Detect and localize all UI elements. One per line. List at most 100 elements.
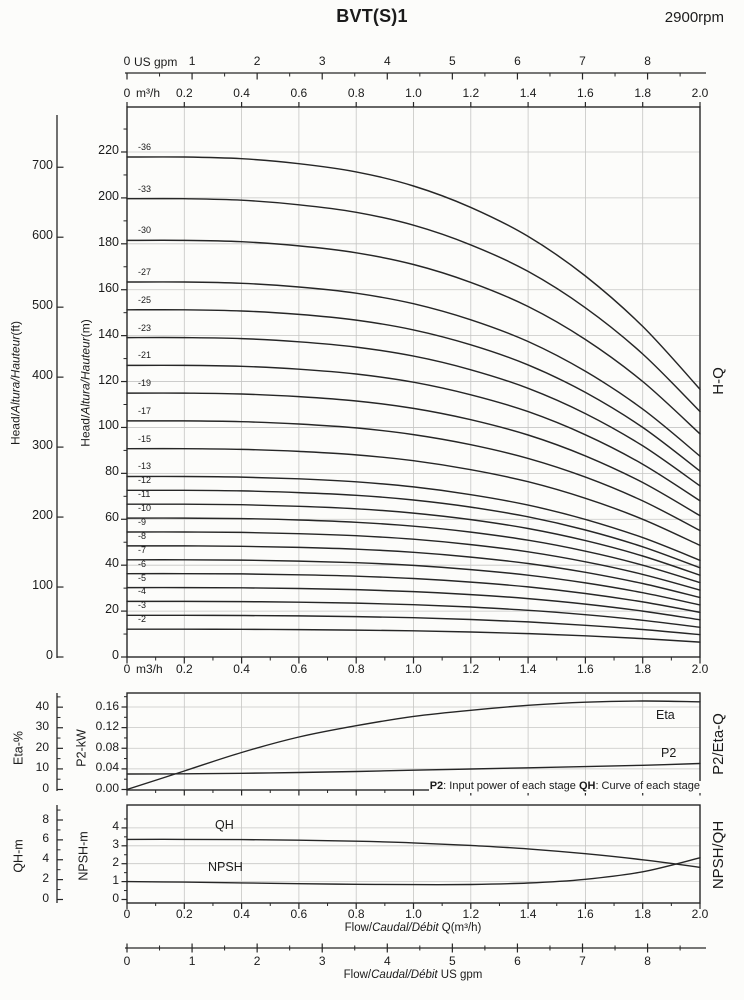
- p2-curve-label: P2: [661, 746, 677, 760]
- gpm-bottom-tick-label: 2: [253, 954, 261, 968]
- gpm-bottom-tick-label: 7: [579, 954, 586, 968]
- stage-label-9: -9: [138, 517, 147, 527]
- m-tick-label: 60: [105, 510, 119, 525]
- eta-axis-label: Eta-%: [11, 730, 26, 766]
- m3h-main-tick-label: 1.8: [634, 662, 652, 676]
- hq-curve-stage-7: [126, 559, 701, 606]
- m3h-top-tick-label: 1.2: [462, 86, 480, 100]
- m3h-bottom-tick-label: 2.0: [691, 907, 709, 921]
- p2-tick-label: 0.04: [95, 760, 119, 775]
- stage-label-33: -33: [138, 183, 152, 194]
- gpm-bottom-tick-label: 4: [383, 954, 391, 968]
- m3h-bottom-tick-label: 1.8: [634, 907, 652, 921]
- npsh-tick-label: 1: [112, 873, 119, 888]
- eta-curve: [126, 700, 701, 791]
- stage-label-11: -11: [138, 489, 151, 500]
- qh-tick-label: 0: [42, 891, 49, 905]
- gpm-top-tick-label: 4: [383, 54, 391, 68]
- qh-curve: [126, 838, 701, 868]
- hq-curve-stage-8: [126, 545, 701, 599]
- m3h-main-tick-label: 0.6: [290, 662, 308, 676]
- stage-label-8: -8: [138, 530, 147, 541]
- npsh-curve-label: NPSH: [208, 860, 243, 874]
- hq-curve-stage-21: [126, 364, 701, 502]
- m3h-main-tick-label: 2.0: [691, 662, 709, 676]
- flow-gpm-axis-label: Flow/Caudal/Débit US gpm: [343, 969, 483, 981]
- us-gpm-unit-label: US gpm: [134, 55, 178, 69]
- m3h-bottom-tick-label: 0.2: [175, 907, 193, 921]
- m3h-bottom-unit-label: m3/h: [136, 662, 163, 676]
- ft-tick-label: 500: [32, 298, 53, 313]
- stage-label-25: -25: [138, 294, 152, 305]
- qh-axis-label: QH-m: [11, 839, 26, 873]
- gpm-top-tick-label: 3: [318, 54, 326, 68]
- stage-label-7: -7: [138, 544, 147, 555]
- ft-tick-label: 700: [32, 158, 53, 173]
- hq-section-label: H-Q: [709, 367, 727, 395]
- m-tick-label: 0: [112, 648, 119, 662]
- qh-tick-label: 6: [42, 831, 49, 846]
- m3h-top-tick-label: 0.6: [290, 86, 308, 100]
- gpm-top-tick-label: 7: [579, 54, 586, 68]
- hq-curve-stage-4: [126, 600, 701, 629]
- stage-label-15: -15: [138, 433, 152, 444]
- m3h-top-tick-label: 0.4: [233, 86, 250, 100]
- eta-tick-label: 10: [35, 760, 49, 775]
- p2-tick-label: 0.08: [95, 739, 119, 754]
- hq-curve-stage-23: [126, 336, 701, 487]
- m3h-top-tick-label: 0.8: [347, 86, 365, 100]
- eta-tick-label: 20: [35, 739, 49, 754]
- stage-label-30: -30: [138, 225, 152, 236]
- stage-label-17: -17: [138, 405, 152, 416]
- hq-curve-stage-5: [126, 586, 701, 621]
- stage-label-13: -13: [138, 461, 152, 472]
- stage-label-23: -23: [138, 322, 152, 333]
- gpm-bottom-tick-label: 8: [644, 954, 651, 968]
- gpm-top-tick-label: 1: [188, 54, 196, 68]
- m3h-main-tick-label: 1.0: [405, 662, 422, 676]
- stage-label-5: -5: [138, 572, 147, 583]
- p2-tick-label: 0.12: [95, 719, 119, 734]
- m3h-top-tick-label: 1.6: [577, 86, 594, 100]
- gpm-top-tick-label: 5: [449, 54, 456, 68]
- ft-tick-label: 100: [32, 578, 53, 593]
- hq-curve-stage-33: [126, 197, 701, 413]
- m3h-top-tick-label: 1.4: [519, 86, 537, 100]
- m3h-bottom-tick-label: 0.4: [233, 907, 250, 921]
- m-tick-label: 140: [98, 326, 119, 341]
- gpm-top-tick-label: 0: [123, 54, 131, 68]
- p2-curve: [126, 762, 701, 775]
- head-ft-axis-label: Head/Altura/Hauteur(ft): [8, 320, 23, 446]
- eta-tick-label: 30: [35, 719, 49, 734]
- npsh-tick-label: 0: [112, 891, 119, 905]
- m3h-bottom-tick-label: 0.8: [347, 907, 365, 921]
- m3h-bottom-tick-label: 1.2: [462, 907, 480, 921]
- ft-tick-label: 400: [32, 368, 53, 383]
- m-tick-label: 160: [98, 280, 119, 295]
- m3h-top-tick-label: 2.0: [691, 86, 709, 100]
- m-tick-label: 220: [98, 142, 119, 157]
- qh-tick-label: 4: [42, 851, 49, 866]
- m3h-main-tick-label: 0.2: [175, 662, 193, 676]
- m3h-top-tick-label: 0.2: [175, 86, 193, 100]
- m-tick-label: 200: [98, 188, 119, 203]
- stage-label-6: -6: [138, 558, 147, 569]
- hq-curve-stage-15: [126, 447, 701, 547]
- ft-tick-label: 300: [32, 438, 53, 453]
- gpm-top-tick-label: 8: [644, 54, 651, 68]
- m3h-bottom-tick-label: 1.4: [519, 907, 537, 921]
- stage-label-10: -10: [138, 503, 152, 514]
- m-tick-label: 180: [98, 234, 119, 249]
- ft-tick-label: 0: [46, 648, 53, 662]
- hq-curve-stage-27: [126, 281, 701, 457]
- m-tick-label: 20: [105, 602, 119, 617]
- gpm-top-tick-label: 6: [514, 54, 521, 68]
- hq-curve-stage-36: [126, 156, 701, 391]
- m3h-top-tick-label: 1.8: [634, 86, 652, 100]
- p2-axis-label: P2-kW: [74, 729, 89, 767]
- qh-tick-label: 2: [42, 871, 49, 886]
- m3h-top-tick-label: 0: [123, 86, 131, 100]
- p2-eta-section-label: P2/Eta-Q: [709, 713, 727, 775]
